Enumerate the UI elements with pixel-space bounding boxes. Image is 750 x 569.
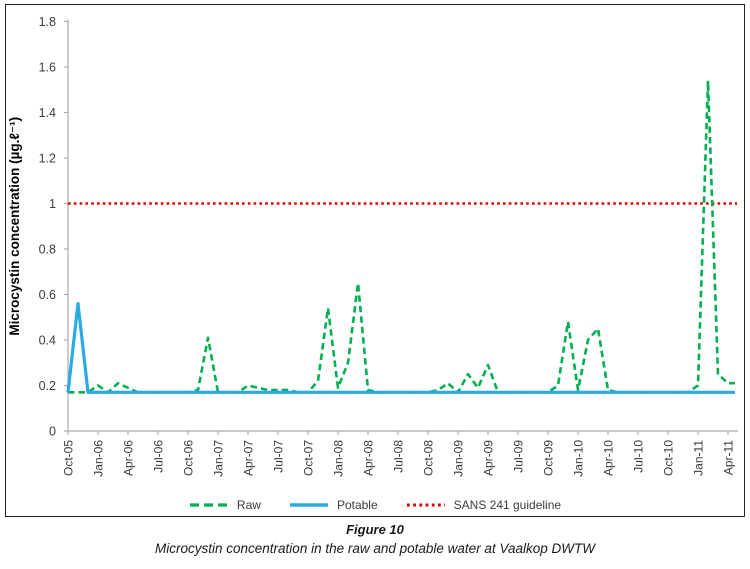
series-line-raw <box>68 79 735 394</box>
legend-label-raw: Raw <box>236 498 261 512</box>
figure-caption-title: Figure 10 <box>346 522 404 537</box>
y-tick-label: 1.2 <box>39 152 56 166</box>
legend-item-potable: Potable <box>289 498 378 512</box>
x-tick-label: Jan-11 <box>692 440 706 476</box>
x-tick-label: Jan-07 <box>212 440 226 477</box>
x-tick-label: Oct-07 <box>302 440 316 476</box>
x-tick-label: Apr-07 <box>242 440 256 476</box>
potable-solid-line-icon <box>289 503 328 507</box>
y-tick-label: 0.4 <box>39 334 56 348</box>
figure-caption-text: Microcystin concentration in the raw and… <box>155 541 595 556</box>
x-tick-label: Oct-08 <box>422 440 436 476</box>
y-tick-label: 0.8 <box>39 243 56 257</box>
raw-dashed-line-icon <box>189 503 228 507</box>
x-tick-label: Apr-06 <box>122 440 136 476</box>
y-tick-label: 0.6 <box>39 288 56 302</box>
x-tick-label: Apr-09 <box>482 440 496 476</box>
figure-caption: Figure 10 Microcystin concentration in t… <box>0 522 750 556</box>
x-tick-label: Oct-10 <box>662 440 676 476</box>
x-tick-label: Jul-10 <box>632 440 646 473</box>
series-line-potable <box>66 302 735 394</box>
x-tick-label: Jul-09 <box>512 440 526 473</box>
chart-canvas: 0 0.2 0.4 0.6 0.8 1 1.2 1.4 1.6 1.8 Oct-05 Jan-06 Ap… <box>7 15 738 477</box>
x-tick-label: Oct-09 <box>542 440 556 476</box>
x-tick-label: Jan-08 <box>332 440 346 477</box>
x-tick-label: Apr-08 <box>362 440 376 476</box>
x-tick-label: Jul-07 <box>272 440 286 473</box>
y-tick-label: 0 <box>49 425 56 439</box>
x-tick-label: Apr-11 <box>722 440 736 475</box>
x-tick-label: Oct-05 <box>62 440 76 476</box>
y-axis-title: Microcystin concentration (µg.ℓ⁻¹) <box>7 117 22 336</box>
guideline-dotted-line-icon <box>406 503 445 507</box>
y-tick-label: 1 <box>49 197 56 211</box>
legend-label-potable: Potable <box>336 498 378 512</box>
y-tick-label: 1.8 <box>39 15 56 29</box>
x-tick-label: Jan-06 <box>92 440 106 477</box>
x-tick-label: Oct-06 <box>182 440 196 476</box>
y-tick-label: 0.2 <box>39 379 56 393</box>
figure-panel: 0 0.2 0.4 0.6 0.8 1 1.2 1.4 1.6 1.8 Oct-05 Jan-06 Ap… <box>5 4 745 517</box>
legend-label-guideline: SANS 241 guideline <box>453 498 562 512</box>
y-tick-label: 1.4 <box>39 106 56 120</box>
chart-legend: Raw Potable SANS 241 guideline <box>6 498 744 512</box>
x-tick-label: Jul-06 <box>152 440 166 473</box>
legend-item-guideline: SANS 241 guideline <box>406 498 561 512</box>
legend-item-raw: Raw <box>189 498 261 512</box>
x-tick-label: Jan-10 <box>572 440 586 477</box>
y-tick-label: 1.6 <box>39 61 56 75</box>
x-tick-label: Apr-10 <box>602 440 616 476</box>
x-tick-label: Jan-09 <box>452 440 466 477</box>
x-tick-label: Jul-08 <box>392 440 406 473</box>
